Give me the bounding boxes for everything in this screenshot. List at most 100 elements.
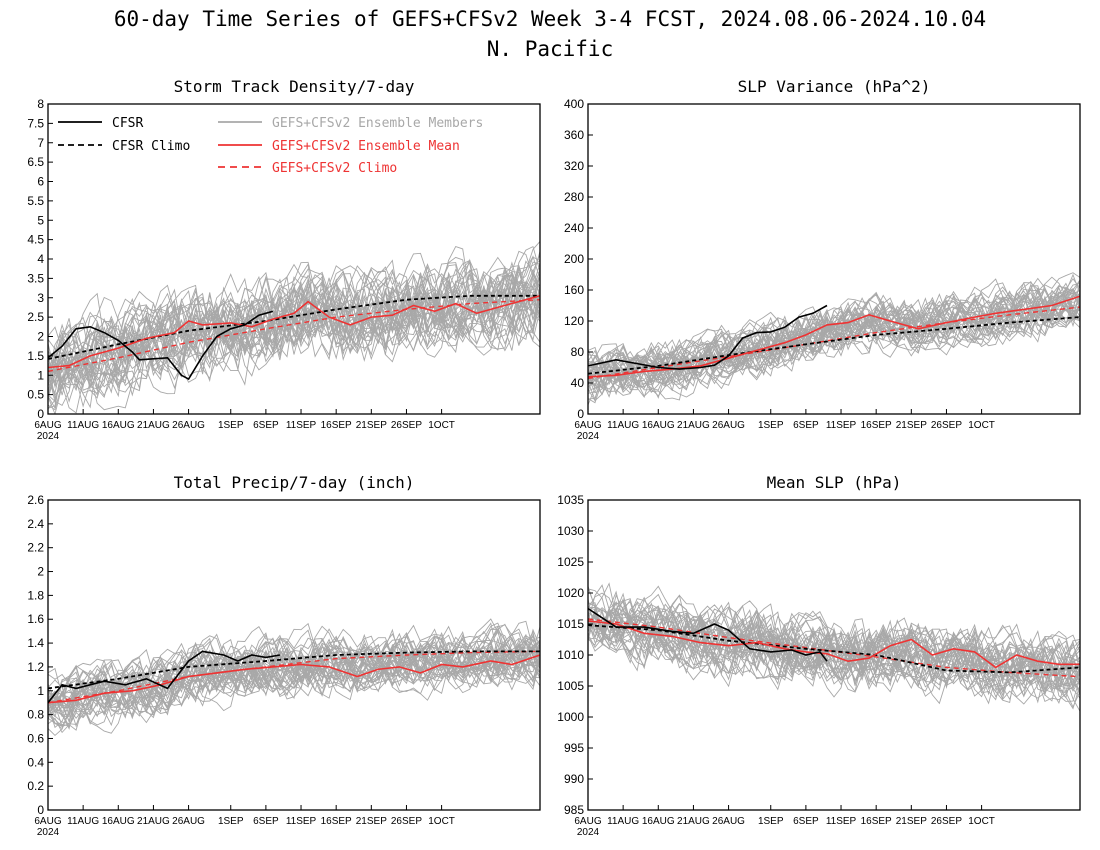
chart-panel-3: Total Precip/7-day (inch)00.20.40.60.811… — [27, 473, 541, 838]
x-tick-label: 26SEP — [391, 420, 422, 431]
plot-area — [48, 618, 540, 737]
panel-title: Mean SLP (hPa) — [767, 473, 902, 492]
x-tick-label: 6SEP — [793, 816, 819, 827]
y-tick-label: 0.2 — [27, 779, 44, 793]
x-year-label: 2024 — [577, 431, 600, 442]
ensemble-member-line — [48, 637, 540, 706]
y-tick-label: 1035 — [557, 493, 584, 507]
x-tick-label: 16SEP — [861, 816, 892, 827]
y-tick-label: 1.8 — [27, 588, 44, 602]
series-cfsr-climo — [48, 650, 540, 690]
x-tick-label: 16AUG — [642, 816, 675, 827]
ensemble-member-line — [48, 632, 540, 702]
y-tick-label: 7.5 — [27, 116, 44, 130]
ensemble-member-line — [588, 282, 1080, 383]
y-tick-label: 360 — [564, 128, 584, 142]
series-gefs-cfsv2-climo — [48, 650, 540, 704]
x-tick-label: 1OCT — [428, 420, 455, 431]
y-tick-label: 1010 — [557, 648, 584, 662]
ensemble-member-line — [48, 288, 540, 392]
series-cfsr-climo — [48, 294, 540, 360]
y-tick-label: 320 — [564, 159, 584, 173]
x-tick-label: 6SEP — [793, 420, 819, 431]
y-tick-label: 1020 — [557, 586, 584, 600]
ensemble-member-line — [588, 584, 1080, 680]
y-tick-label: 0.8 — [27, 708, 44, 722]
y-tick-label: 240 — [564, 221, 584, 235]
ensemble-member-line — [588, 299, 1080, 401]
ensemble-member-line — [48, 256, 540, 374]
ensemble-member-line — [48, 282, 540, 411]
series-cfsr — [48, 650, 281, 704]
series-gefs-cfsv2-climo — [588, 306, 1080, 380]
y-tick-label: 80 — [571, 345, 585, 359]
y-tick-label: 2 — [37, 565, 44, 579]
y-tick-label: 2.5 — [27, 310, 44, 324]
y-tick-label: 985 — [564, 803, 584, 817]
ensemble-member-line — [48, 644, 540, 734]
x-tick-label: 6AUG — [574, 816, 601, 827]
y-tick-label: 1.4 — [27, 636, 44, 650]
panels-container: Storm Track Density/7-day 0 0.5 1 1.5 2 2.5 3 3.… — [27, 77, 1081, 838]
ensemble-member-line — [48, 645, 540, 728]
plot-area — [588, 272, 1080, 406]
y-tick-label: 990 — [564, 772, 584, 786]
y-tick-label: 120 — [564, 314, 584, 328]
y-tick-label: 4 — [37, 252, 44, 266]
legend-label: GEFS+CFSv2 Ensemble Members — [272, 116, 483, 131]
y-tick-label: 0.6 — [27, 731, 44, 745]
y-tick-label: 3 — [37, 291, 44, 305]
y-tick-label: 280 — [564, 190, 584, 204]
x-tick-label: 21AUG — [677, 816, 710, 827]
plot-area — [48, 241, 540, 414]
x-tick-label: 1SEP — [218, 816, 244, 827]
ensemble-member-line — [588, 585, 1080, 675]
y-tick-label: 400 — [564, 97, 584, 111]
y-tick-label: 0.5 — [27, 388, 44, 402]
ensemble-member-line — [588, 306, 1080, 397]
x-tick-label: 11SEP — [826, 420, 857, 431]
x-tick-label: 21AUG — [677, 420, 710, 431]
figure-title: 60-day Time Series of GEFS+CFSv2 Week 3-… — [114, 7, 986, 31]
x-tick-label: 26AUG — [712, 420, 745, 431]
y-tick-label: 200 — [564, 252, 584, 266]
series-cfsr — [588, 304, 828, 370]
y-tick-label: 1015 — [557, 617, 584, 631]
x-year-label: 2024 — [37, 827, 60, 838]
y-tick-label: 40 — [571, 376, 585, 390]
y-tick-label: 1.5 — [27, 349, 44, 363]
ensemble-member-line — [48, 259, 540, 386]
ensemble-member-line — [588, 612, 1080, 698]
ensemble-member-line — [48, 282, 540, 414]
y-tick-label: 5 — [37, 213, 44, 227]
x-tick-label: 11AUG — [67, 816, 99, 827]
y-tick-label: 6 — [37, 175, 44, 189]
ensemble-member-line — [588, 301, 1080, 401]
ensemble-member-line — [588, 286, 1080, 375]
x-tick-label: 21SEP — [356, 816, 387, 827]
series-cfsr — [588, 607, 828, 662]
y-tick-label: 2 — [37, 330, 44, 344]
ensemble-member-line — [588, 603, 1080, 678]
x-tick-label: 21SEP — [896, 420, 927, 431]
y-tick-label: 0.4 — [27, 755, 44, 769]
figure-subtitle: N. Pacific — [487, 37, 613, 61]
ensemble-member-line — [48, 280, 540, 399]
x-tick-label: 16SEP — [321, 816, 352, 827]
x-tick-label: 26AUG — [712, 816, 745, 827]
series-cfsr-climo — [588, 316, 1080, 375]
y-tick-label: 0 — [37, 407, 44, 421]
x-tick-label: 1SEP — [758, 816, 784, 827]
ensemble-member-line — [48, 286, 540, 397]
x-tick-label: 16SEP — [321, 420, 352, 431]
y-tick-label: 1025 — [557, 555, 584, 569]
ensemble-member-line — [588, 291, 1080, 394]
ensemble-member-line — [48, 289, 540, 399]
x-tick-label: 1OCT — [428, 816, 455, 827]
x-year-label: 2024 — [37, 431, 60, 442]
chart-panel-4: Mean SLP (hPa) 985 990 995 1000 1005 1010 1015 1… — [557, 473, 1081, 838]
y-tick-label: 2.4 — [27, 517, 44, 531]
y-tick-label: 5.5 — [27, 194, 44, 208]
y-tick-label: 1.2 — [27, 660, 44, 674]
series-cfsr-climo — [588, 624, 1080, 674]
